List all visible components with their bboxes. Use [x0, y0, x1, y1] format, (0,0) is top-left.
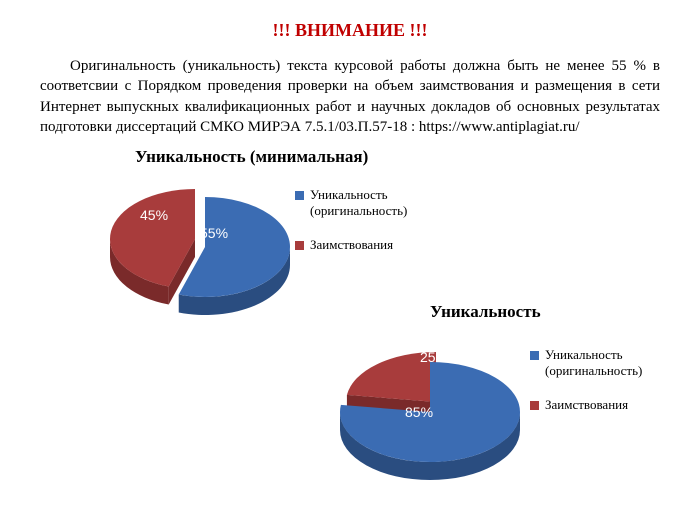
- legend-item: Уникальность (оригинальность): [530, 347, 660, 379]
- legend-item: Заимствования: [295, 237, 430, 253]
- legend-square-icon: [295, 191, 304, 200]
- chart1-title: Уникальность (минимальная): [135, 147, 368, 167]
- chart1-slice1-label: 55%: [200, 225, 228, 241]
- chart2-legend: Уникальность (оригинальность) Заимствова…: [530, 347, 660, 431]
- legend-item: Заимствования: [530, 397, 660, 413]
- chart2-slice1-label: 85%: [405, 404, 433, 420]
- legend-label: Заимствования: [545, 397, 628, 413]
- chart2-svg: [320, 342, 540, 500]
- chart1-pie: 55% 45%: [100, 177, 310, 340]
- chart2-pie: 85% 25%: [320, 342, 540, 505]
- chart1-legend: Уникальность (оригинальность) Заимствова…: [295, 187, 430, 271]
- legend-label: Уникальность (оригинальность): [545, 347, 660, 379]
- body-paragraph: Оригинальность (уникальность) текста кур…: [40, 56, 660, 137]
- chart2-slice2-label: 25%: [420, 349, 448, 365]
- legend-square-icon: [530, 401, 539, 410]
- chart1-slice2-label: 45%: [140, 207, 168, 223]
- legend-square-icon: [295, 241, 304, 250]
- chart2-title: Уникальность: [430, 302, 541, 322]
- legend-square-icon: [530, 351, 539, 360]
- chart1-svg: [100, 177, 310, 335]
- legend-label: Заимствования: [310, 237, 393, 253]
- legend-item: Уникальность (оригинальность): [295, 187, 430, 219]
- attention-heading: !!! ВНИМАНИЕ !!!: [40, 20, 660, 41]
- legend-label: Уникальность (оригинальность): [310, 187, 430, 219]
- charts-container: Уникальность (минимальная) 55% 45% Уника…: [40, 147, 660, 487]
